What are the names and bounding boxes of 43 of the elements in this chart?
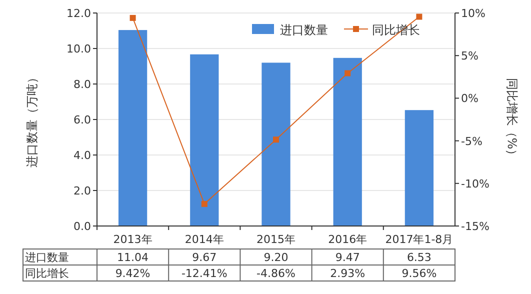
data-label: 9.56% xyxy=(402,267,437,280)
y2-axis-title: 同比增长（%） xyxy=(505,78,519,162)
point xyxy=(344,70,351,76)
y-tick-label: 12.0 xyxy=(66,7,91,20)
data-label: 9.42% xyxy=(115,267,150,280)
bar xyxy=(262,62,290,226)
legend-label: 进口数量 xyxy=(280,23,328,37)
bar xyxy=(118,30,148,226)
y2-tick-label: -5% xyxy=(461,134,482,148)
bar xyxy=(404,110,434,226)
text: 同比增长 xyxy=(25,267,69,280)
y-tick-label: 10.0 xyxy=(66,42,91,56)
y2-tick-label: 0% xyxy=(461,92,478,106)
bar xyxy=(333,58,362,226)
data-label: -12.41% xyxy=(181,267,228,280)
x-tick-label: 2015年 xyxy=(256,233,296,246)
text: 进口数量 xyxy=(25,251,69,264)
point xyxy=(130,14,136,21)
point xyxy=(416,14,422,20)
x-tick-label: 2016年 xyxy=(328,233,368,246)
y-tick-label: 2.0 xyxy=(74,184,91,198)
data-label: 9.20 xyxy=(264,251,288,264)
y-tick-label: 6.0 xyxy=(74,114,91,126)
y-tick-label: 4.0 xyxy=(74,149,91,162)
data-label: 9.67 xyxy=(192,251,217,264)
point xyxy=(201,200,208,207)
point xyxy=(273,136,279,143)
x-tick-label: 2013年 xyxy=(113,233,152,246)
data-label: -4.86% xyxy=(256,267,296,280)
x-tick-label: 2017年1-8月 xyxy=(385,233,454,246)
y-axis-title: 进口数量（万吨） xyxy=(25,72,39,168)
data-label: 9.47 xyxy=(335,251,360,264)
x-tick-label: 2014年 xyxy=(184,233,224,246)
y2-tick-label: 5% xyxy=(461,50,478,63)
y2-tick-label: -15% xyxy=(461,220,490,233)
y2-tick-label: -10% xyxy=(461,177,490,190)
data-label: 6.53 xyxy=(406,251,432,264)
data-label: 2.93% xyxy=(330,267,366,280)
y-tick-label: 0.0 xyxy=(74,220,91,233)
bar xyxy=(190,54,219,226)
y-tick-label: 8.0 xyxy=(74,78,91,91)
data-label: 11.04 xyxy=(117,251,149,264)
y2-tick-label: 10% xyxy=(461,7,486,20)
